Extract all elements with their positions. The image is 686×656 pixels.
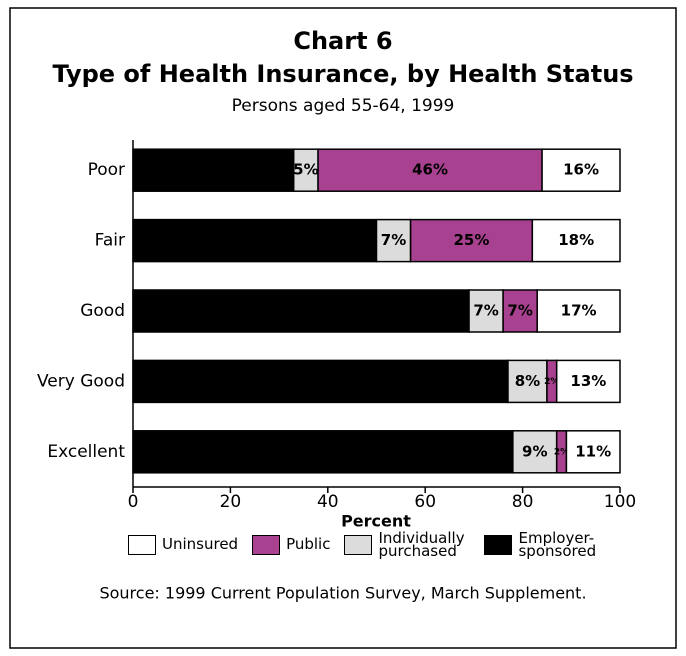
bar-segment	[375, 218, 412, 263]
bar-value-label: 78%	[305, 442, 341, 460]
chart-subtitle: Persons aged 55-64, 1999	[232, 96, 455, 116]
bar-value-label: 7%	[381, 231, 406, 249]
bar-segment	[541, 148, 621, 192]
bar-segment	[132, 148, 295, 192]
source: Source: 1999 Current Population Survey, …	[99, 584, 586, 603]
legend-swatch	[128, 534, 156, 555]
bar-segment	[555, 359, 621, 404]
bar-value-label: 9%	[522, 442, 547, 460]
legend-label: Uninsured	[162, 535, 239, 554]
x-tick-label: 20	[220, 492, 242, 512]
bar-segment	[512, 430, 558, 474]
bar-value-label: 77%	[303, 372, 339, 390]
legend-swatch	[344, 534, 373, 555]
bar-segment	[536, 289, 621, 333]
x-tick-label: 40	[317, 492, 339, 512]
bar-segment	[317, 148, 543, 192]
x-tick-label: 0	[128, 492, 139, 512]
x-axis-label: Percent	[341, 512, 411, 531]
bar-segment	[502, 289, 538, 333]
bar-segment	[565, 430, 621, 474]
bar-value-label: 5%	[293, 161, 318, 179]
legend-label: Employer-sponsored	[518, 529, 597, 560]
bar-value-label: 69%	[283, 302, 319, 320]
frame	[9, 7, 677, 649]
legend: Uninsured Public Individually purchased Emp…	[128, 529, 624, 560]
bar-value-label: 8%	[515, 372, 540, 390]
x-tick-label: 80	[512, 492, 534, 512]
bar-segment	[409, 218, 534, 263]
bar-value-label: 16%	[563, 161, 599, 179]
bar-value-label: 13%	[570, 372, 606, 390]
bar-segment	[132, 218, 378, 263]
legend-swatch	[252, 534, 281, 555]
bar-segment	[292, 148, 319, 192]
legend-item: Employer-sponsored	[484, 529, 610, 560]
bar-segment	[468, 289, 504, 333]
y-tick-label: Fair	[95, 231, 125, 251]
bar-segment	[132, 430, 514, 474]
bar-value-label: 50%	[237, 231, 273, 249]
chart-number: Chart 6	[293, 27, 392, 55]
legend-item: Individually purchased	[344, 529, 470, 560]
bar-value-label: 46%	[412, 161, 448, 179]
bar-value-label: 7%	[507, 302, 532, 320]
legend-label: Individually purchased	[378, 529, 465, 560]
bar-value-label: 11%	[575, 442, 611, 460]
bar-segment	[132, 289, 470, 333]
bar-segment	[531, 218, 621, 263]
bar-segment	[132, 359, 509, 404]
bar-value-label: 25%	[454, 231, 490, 249]
legend-item: Public	[252, 534, 331, 555]
bar-value-label: 33%	[195, 161, 231, 179]
bar-value-label: 7%	[473, 302, 498, 320]
bar-value-label: 2%	[554, 447, 569, 457]
bar-value-label: 17%	[561, 302, 597, 320]
bar-value-label: 2%	[544, 377, 559, 387]
y-tick-label: Good	[80, 301, 125, 321]
x-tick-label: 60	[414, 492, 436, 512]
chart-title: Type of Health Insurance, by Health Stat…	[52, 60, 633, 88]
x-tick-label: 100	[604, 492, 636, 512]
y-tick-label: Excellent	[47, 442, 125, 462]
legend-label: Public	[286, 535, 331, 554]
y-tick-label: Very Good	[37, 371, 125, 391]
y-tick-label: Poor	[88, 160, 125, 180]
legend-item: Uninsured	[128, 534, 239, 555]
bar-value-label: 18%	[558, 231, 594, 249]
legend-swatch	[484, 534, 513, 555]
